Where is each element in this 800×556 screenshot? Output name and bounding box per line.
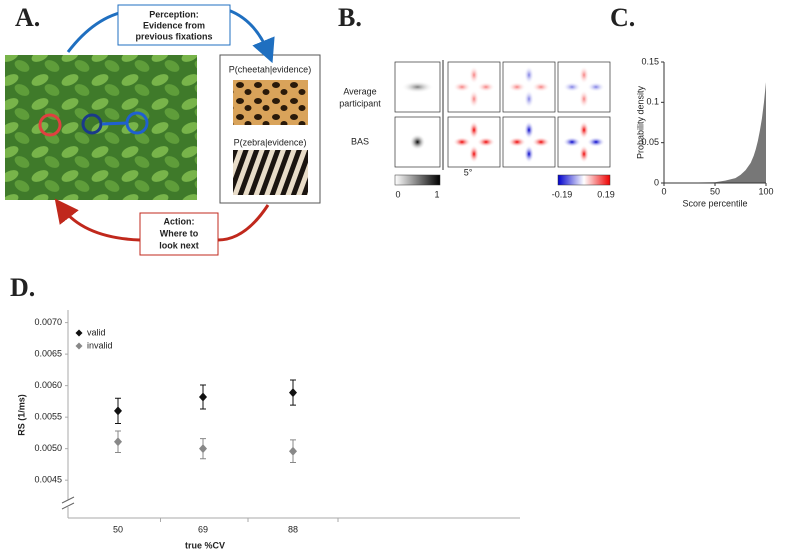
label: 0 xyxy=(395,189,400,199)
panel-a xyxy=(5,4,321,256)
label: Perception: xyxy=(149,9,199,19)
blob xyxy=(401,81,434,93)
label: previous fixations xyxy=(135,31,212,41)
y-tick-label: 0.0045 xyxy=(34,475,62,485)
colorbar xyxy=(394,174,441,186)
x-tick-label: 100 xyxy=(758,186,773,196)
label: P(zebra|evidence) xyxy=(234,137,307,147)
point xyxy=(289,446,297,456)
legend-label: valid xyxy=(87,327,106,337)
blob xyxy=(524,90,534,108)
blob xyxy=(532,82,550,92)
area xyxy=(664,82,766,183)
label: Where to xyxy=(160,228,199,238)
label: look next xyxy=(159,240,199,250)
blob xyxy=(587,82,605,92)
y-tick-label: 0.0065 xyxy=(34,348,62,358)
label: P(cheetah|evidence) xyxy=(229,64,311,74)
legend-marker xyxy=(75,342,83,350)
x-tick-label: 50 xyxy=(113,524,123,534)
fixation xyxy=(38,113,62,137)
x-axis-label: true %CV xyxy=(185,540,225,550)
blob xyxy=(587,137,605,147)
colorbar xyxy=(557,174,611,186)
y-axis-label: Probability density xyxy=(635,85,645,159)
blob xyxy=(409,134,426,150)
blob xyxy=(579,145,589,163)
arrow xyxy=(54,198,141,242)
x-tick-label: 0 xyxy=(661,186,666,196)
label: 0.19 xyxy=(597,189,615,199)
blob xyxy=(469,121,479,139)
point xyxy=(114,406,122,416)
point xyxy=(199,392,207,402)
blob xyxy=(469,145,479,163)
y-tick-label: 0.0055 xyxy=(34,412,62,422)
blob xyxy=(453,82,471,92)
y-tick-label: 0.1 xyxy=(646,97,659,107)
saccade xyxy=(101,121,128,126)
x-tick-label: 50 xyxy=(710,186,720,196)
y-tick-label: 0.15 xyxy=(641,56,659,66)
cheetah-image xyxy=(233,80,308,125)
y-axis-label: RS (1/ms) xyxy=(16,394,26,436)
y-tick-label: 0 xyxy=(654,177,659,187)
blob xyxy=(579,66,589,84)
blob xyxy=(508,82,526,92)
label: 1 xyxy=(434,189,439,199)
y-tick-label: 0.0070 xyxy=(34,317,62,327)
label: participant xyxy=(339,98,381,108)
label: BAS xyxy=(351,136,369,146)
blob xyxy=(579,121,589,139)
blob xyxy=(469,90,479,108)
legend-label: invalid xyxy=(87,340,113,350)
fixation xyxy=(81,113,103,135)
blob xyxy=(477,137,495,147)
blob xyxy=(477,82,495,92)
x-axis-label: Score percentile xyxy=(682,198,747,208)
blob xyxy=(524,145,534,163)
label: -0.19 xyxy=(552,189,573,199)
action-box xyxy=(139,212,219,256)
panel-label: C. xyxy=(610,3,635,32)
panel-label: A. xyxy=(15,3,40,32)
blob xyxy=(469,66,479,84)
blob xyxy=(524,66,534,84)
y-tick-label: 0.05 xyxy=(641,137,659,147)
blob xyxy=(532,137,550,147)
blob xyxy=(563,82,581,92)
label: Action: xyxy=(164,216,195,226)
blob xyxy=(453,137,471,147)
y-tick-label: 0.0050 xyxy=(34,443,62,453)
perception-box xyxy=(117,4,231,46)
point xyxy=(114,437,122,447)
blob xyxy=(524,121,534,139)
label: Average xyxy=(343,86,376,96)
blob xyxy=(579,90,589,108)
blob xyxy=(563,137,581,147)
x-tick-label: 88 xyxy=(288,524,298,534)
panel-label: D. xyxy=(10,273,35,302)
label: Evidence from xyxy=(143,20,205,30)
point xyxy=(289,388,297,398)
x-tick-label: 69 xyxy=(198,524,208,534)
label: 5° xyxy=(464,167,473,177)
arrow xyxy=(227,8,275,64)
arrow xyxy=(217,204,270,242)
axis-break xyxy=(61,496,75,510)
zebra-image xyxy=(233,150,308,195)
y-tick-label: 0.0060 xyxy=(34,380,62,390)
blob xyxy=(508,137,526,147)
panel-label: B. xyxy=(338,3,362,32)
point xyxy=(199,444,207,454)
legend-marker xyxy=(75,329,83,337)
